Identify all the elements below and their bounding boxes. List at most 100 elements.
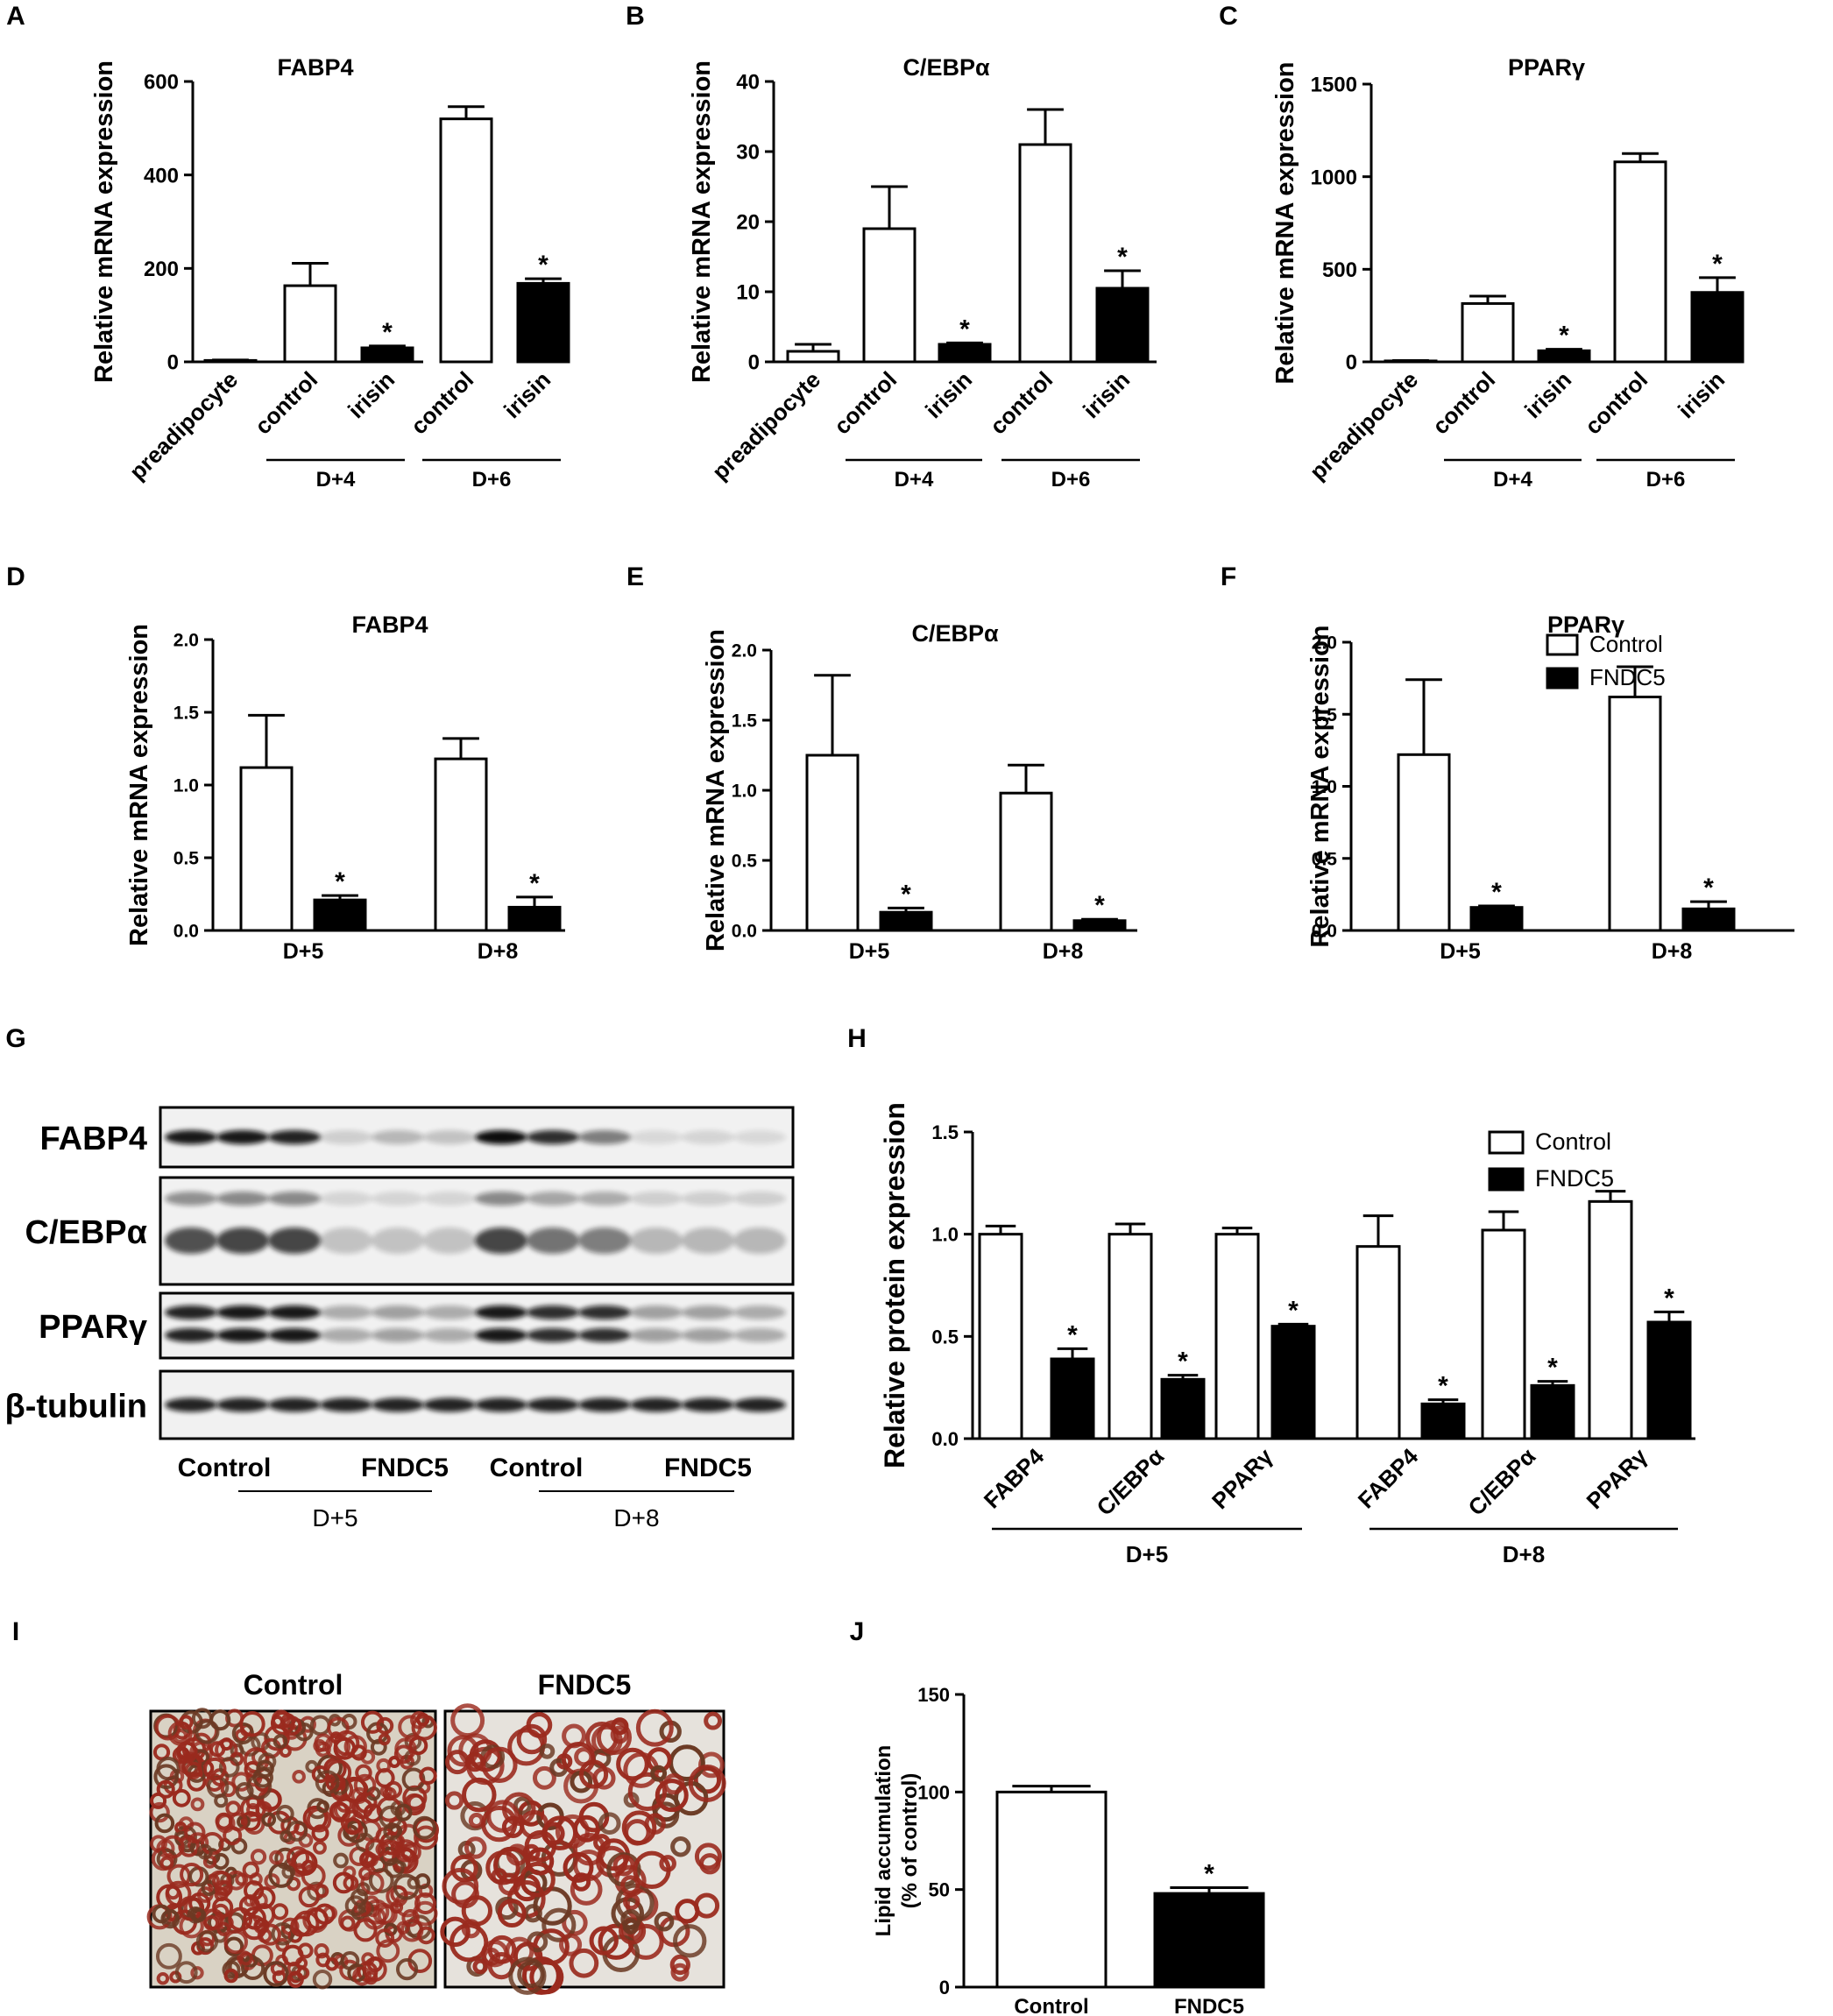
blot-band [527, 1328, 579, 1342]
y-tick-label-e: 1.0 [732, 782, 757, 802]
stained-cell [563, 1851, 594, 1883]
blot-band [372, 1227, 424, 1254]
stained-cell [230, 1744, 244, 1758]
stained-cell [401, 1908, 420, 1928]
stained-cell [252, 1767, 273, 1788]
blot-band [423, 1130, 476, 1144]
bar-d [239, 766, 294, 932]
y-tick-label-h: 0.0 [931, 1428, 959, 1450]
significance-mark-j: * [1204, 1859, 1214, 1888]
blot-band [372, 1130, 424, 1144]
stained-cell [400, 1847, 414, 1860]
blot-band [320, 1305, 372, 1319]
stained-cell [612, 1854, 635, 1877]
stained-cell [616, 1747, 649, 1781]
stained-cell [472, 1958, 489, 1975]
blot-band [578, 1192, 631, 1206]
stained-cell [368, 1868, 394, 1893]
stained-cell [205, 1773, 224, 1792]
stained-cell [542, 1815, 578, 1850]
blot-band [165, 1397, 217, 1412]
bar-h [1646, 1320, 1692, 1440]
x-tick-label-h: FABP4 [1353, 1443, 1424, 1514]
stained-cell [355, 1764, 372, 1782]
stained-cell [627, 1772, 668, 1812]
blot-band [630, 1130, 683, 1144]
bar-h [1160, 1377, 1206, 1440]
blot-band [423, 1305, 476, 1319]
stained-cell [526, 1847, 555, 1876]
blot-band [630, 1305, 683, 1319]
chart-j: 0 50 100 150 Lipid accumulation (% of control… [872, 1684, 1265, 2016]
stained-cell [414, 1892, 437, 1915]
stained-cell [152, 1904, 172, 1924]
blot-band [578, 1130, 631, 1144]
legend-label-h: FNDC5 [1535, 1165, 1614, 1192]
stained-cell [410, 1710, 428, 1730]
stained-cell [404, 1732, 422, 1751]
significance-mark-c: * [1559, 322, 1569, 350]
stained-cell [526, 1712, 553, 1738]
stained-cell [620, 1875, 640, 1895]
stained-cell [539, 1744, 556, 1759]
bar-h [1214, 1233, 1260, 1440]
stained-cell [376, 1716, 394, 1735]
significance-mark-f: * [1491, 878, 1502, 907]
group-label-a: D+6 [472, 468, 512, 492]
blot-band [475, 1130, 527, 1144]
panel-letter-g: G [5, 1024, 25, 1053]
stained-cell [449, 1922, 489, 1963]
bar-c [1461, 301, 1515, 364]
blot-lane-label: Control [490, 1454, 584, 1482]
y-axis-label2-j: (% of control) [898, 1773, 922, 1909]
bar-c [1613, 160, 1667, 364]
stained-cell [160, 1835, 185, 1859]
stained-cell [362, 1956, 387, 1982]
stained-cell [598, 1812, 621, 1836]
blot-band [372, 1397, 424, 1412]
stained-cell [532, 1765, 556, 1790]
stained-cell [646, 1747, 672, 1773]
chart-h: 0.0 0.5 1.0 1.5 Relative protein expression *… [879, 1102, 1695, 1567]
stained-cell [555, 1814, 590, 1849]
stained-cell [203, 1914, 220, 1931]
stained-cell [360, 1710, 385, 1734]
stained-cell [272, 1734, 288, 1749]
stained-cell [190, 1797, 205, 1812]
group-label-b: D+4 [895, 468, 934, 492]
stained-cell [336, 1795, 353, 1813]
bar-j [995, 1790, 1108, 1989]
blot-band [733, 1328, 786, 1342]
blot-band [268, 1305, 321, 1319]
y-tick-label-b: 0 [748, 351, 760, 375]
bar-a [283, 284, 337, 364]
chart-a: FABP4 0 200 400 600 Relative mRNA expression *… [90, 54, 570, 492]
stained-cell [174, 1961, 198, 1984]
stained-cell [314, 1943, 329, 1959]
group-label-h: D+5 [1126, 1541, 1168, 1567]
blot-band [527, 1227, 579, 1254]
y-tick-label-f: 0.5 [1312, 849, 1338, 869]
x-tick-label-b: control [985, 366, 1058, 440]
stained-cell [596, 1720, 632, 1756]
stained-cell [402, 1785, 428, 1810]
stained-cell [379, 1805, 403, 1829]
x-tick-label-h: C/EBPα [1463, 1443, 1541, 1521]
stained-cell [395, 1958, 419, 1981]
stained-cell [196, 1843, 213, 1860]
significance-mark-e: * [1094, 891, 1105, 920]
y-tick-label-f: 0.0 [1312, 922, 1337, 942]
stained-cell [243, 1906, 266, 1930]
significance-mark-c: * [1712, 250, 1723, 279]
blot-band [578, 1397, 631, 1412]
blot-band [320, 1130, 372, 1144]
significance-mark-h: * [1547, 1354, 1558, 1383]
stained-cell [184, 1761, 202, 1780]
stained-cell [498, 1872, 521, 1896]
panel-letter-f: F [1221, 562, 1236, 591]
legend-h: Control FNDC5 [1488, 1128, 1614, 1192]
blot-row-0: FABP4 [40, 1106, 795, 1169]
stained-cell [314, 1903, 336, 1925]
stained-cell [156, 1756, 180, 1781]
y-tick-label-b: 30 [736, 141, 760, 165]
